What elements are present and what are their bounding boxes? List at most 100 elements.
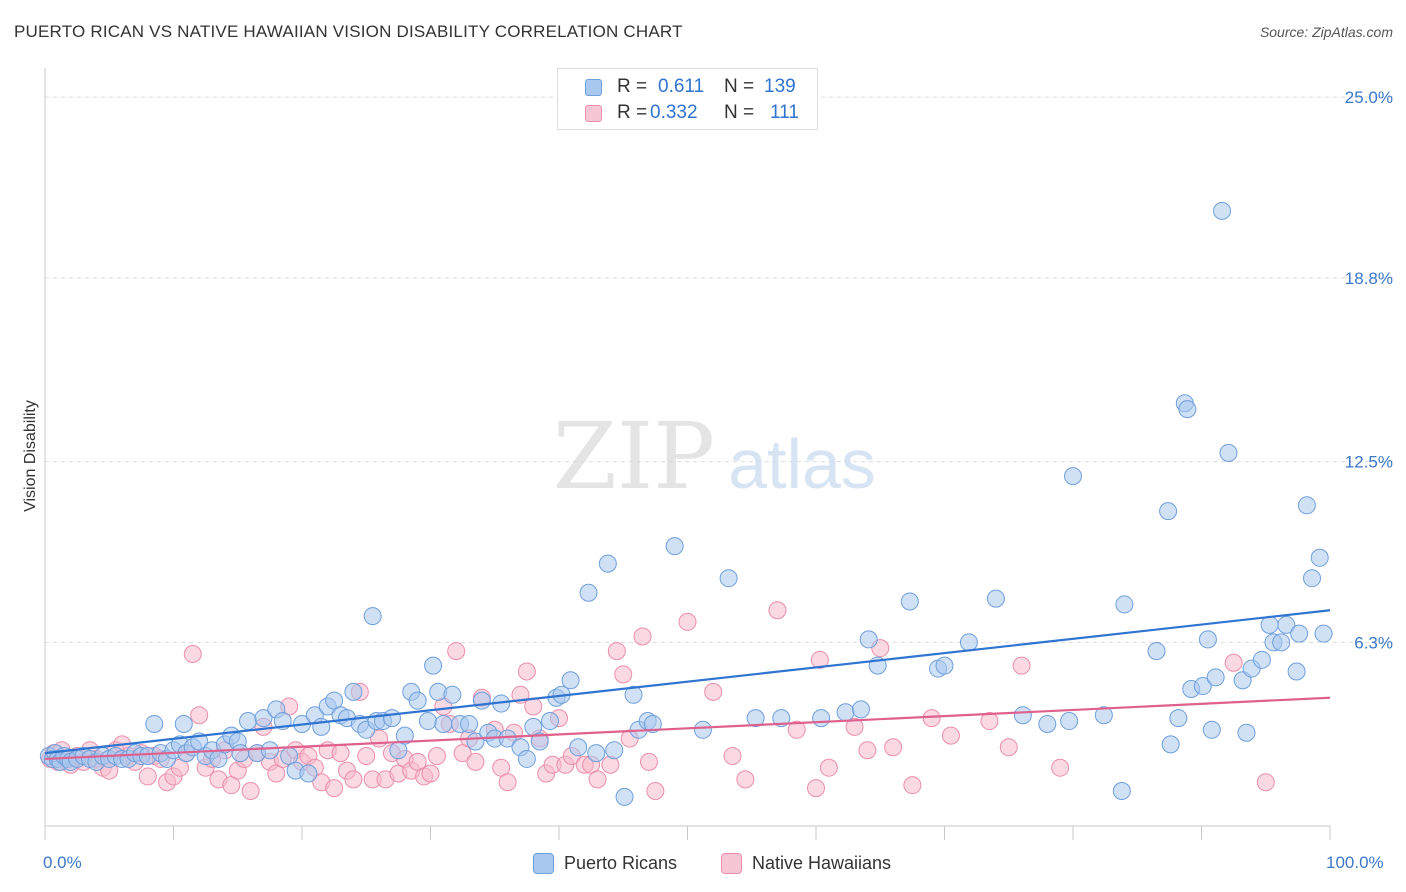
legend-n-label: N =	[724, 102, 755, 123]
puerto-rican-point	[1202, 720, 1221, 739]
puerto-rican-point	[530, 732, 549, 751]
x-tick-label-min: 0.0%	[43, 853, 82, 872]
y-tick-label: 6.3%	[1354, 633, 1393, 652]
native-hawaiian-point	[845, 717, 864, 736]
native-hawaiian-point	[922, 709, 941, 728]
native-hawaiian-point	[466, 752, 485, 771]
native-hawaiian-point	[607, 642, 626, 661]
puerto-rican-point	[1213, 201, 1232, 220]
puerto-rican-point	[1272, 633, 1291, 652]
puerto-rican-point	[174, 714, 193, 733]
legend-row-native-hawaiians: R = 0.332 N = 111	[558, 101, 817, 127]
puerto-ricans-trendline	[44, 609, 1331, 755]
native-hawaiian-point	[819, 758, 838, 777]
native-hawaiian-point	[1051, 758, 1070, 777]
native-hawaiian-point	[633, 627, 652, 646]
native-hawaiian-point	[807, 779, 825, 798]
puerto-rican-point	[579, 583, 598, 602]
puerto-rican-point	[1147, 642, 1166, 661]
native-hawaiian-point	[646, 782, 665, 801]
native-hawaiian-point	[190, 706, 209, 725]
puerto-rican-point	[1252, 650, 1271, 669]
puerto-rican-point	[1178, 400, 1197, 419]
puerto-rican-point	[145, 714, 164, 733]
native-hawaiian-point	[704, 682, 723, 701]
puerto-rican-point	[1287, 662, 1306, 681]
native-hawaiian-point	[498, 773, 517, 792]
x-tick-label-max: 100.0%	[1326, 853, 1384, 872]
legend-marker-blue	[533, 853, 554, 874]
puerto-rican-point	[1297, 496, 1316, 515]
puerto-rican-point	[363, 607, 382, 626]
puerto-rican-point	[859, 630, 878, 649]
legend-r-value-blue: 0.611	[658, 76, 705, 97]
puerto-rican-point	[772, 709, 791, 728]
puerto-rican-point	[1038, 714, 1057, 733]
watermark-atlas: atlas	[728, 425, 876, 503]
puerto-rican-point	[1060, 712, 1079, 731]
legend-n-value-blue: 139	[764, 76, 796, 97]
puerto-rican-point	[665, 537, 684, 556]
puerto-rican-point	[239, 712, 258, 731]
native-hawaiian-point	[325, 779, 344, 798]
native-hawaiian-point	[639, 752, 658, 771]
puerto-rican-point	[569, 738, 588, 757]
native-hawaiian-point	[344, 770, 363, 789]
puerto-rican-point	[395, 726, 414, 745]
puerto-rican-point	[812, 709, 831, 728]
puerto-rican-point	[1206, 668, 1225, 687]
source-note: Source: ZipAtlas.com	[1259, 24, 1393, 40]
y-tick-labels: 6.3% 12.5% 18.8% 25.0%	[1345, 88, 1393, 652]
puerto-rican-point	[986, 589, 1005, 608]
native-hawaiian-point	[999, 738, 1018, 757]
y-tick-label: 12.5%	[1345, 453, 1393, 472]
puerto-rican-point	[1303, 569, 1322, 588]
legend-swatch-blue	[585, 79, 602, 96]
puerto-rican-point	[1260, 615, 1279, 634]
puerto-rican-point	[418, 712, 437, 731]
puerto-rican-point	[746, 709, 765, 728]
puerto-rican-point	[382, 709, 401, 728]
native-hawaiian-point	[331, 744, 350, 763]
puerto-rican-point	[1219, 443, 1238, 462]
native-hawaiian-point	[447, 642, 466, 661]
native-hawaiian-point	[588, 770, 607, 789]
stats-legend: R = 0.611 N = 139 R = 0.332 N = 111	[557, 68, 818, 130]
puerto-rican-point	[598, 554, 617, 573]
legend-label-native-hawaiians: Native Hawaiians	[752, 853, 892, 873]
x-ticks	[44, 826, 1331, 840]
puerto-rican-point	[1314, 624, 1333, 643]
native-hawaiian-point	[241, 782, 260, 801]
native-hawaiian-point	[1224, 653, 1243, 672]
native-hawaiian-point	[884, 738, 903, 757]
native-hawaiian-point	[614, 665, 633, 684]
native-hawaiian-point	[787, 720, 806, 739]
puerto-rican-point	[935, 656, 954, 675]
puerto-rican-point	[541, 712, 560, 731]
puerto-rican-point	[299, 764, 318, 783]
puerto-rican-point	[851, 700, 870, 719]
puerto-rican-point	[443, 685, 462, 704]
puerto-rican-point	[1310, 548, 1329, 567]
puerto-rican-point	[1115, 595, 1134, 614]
puerto-rican-point	[424, 656, 443, 675]
native-hawaiian-point	[941, 726, 960, 745]
native-hawaiian-point	[678, 612, 697, 631]
gridlines	[45, 96, 1395, 643]
puerto-rican-point	[1112, 782, 1131, 801]
puerto-rican-point	[615, 787, 634, 806]
puerto-rican-point	[719, 569, 738, 588]
native-hawaiian-point	[183, 644, 202, 663]
legend-swatch-pink	[585, 105, 602, 122]
legend-marker-pink	[721, 853, 742, 874]
puerto-rican-point	[472, 691, 491, 710]
puerto-rican-point	[260, 741, 279, 760]
watermark-zip: ZIP	[553, 403, 715, 510]
puerto-rican-point	[408, 691, 427, 710]
y-tick-label: 25.0%	[1345, 88, 1393, 107]
y-tick-label: 18.8%	[1345, 269, 1393, 288]
chart-title: PUERTO RICAN VS NATIVE HAWAIIAN VISION D…	[14, 22, 683, 41]
puerto-rican-point	[1198, 630, 1217, 649]
puerto-rican-point	[587, 744, 606, 763]
